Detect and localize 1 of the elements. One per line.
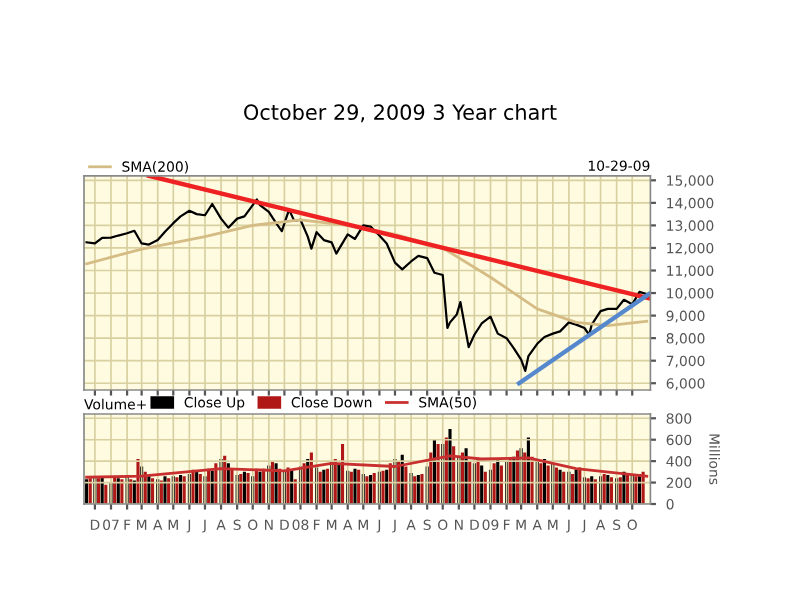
chart-title: October 29, 2009 3 Year chart xyxy=(244,103,557,123)
